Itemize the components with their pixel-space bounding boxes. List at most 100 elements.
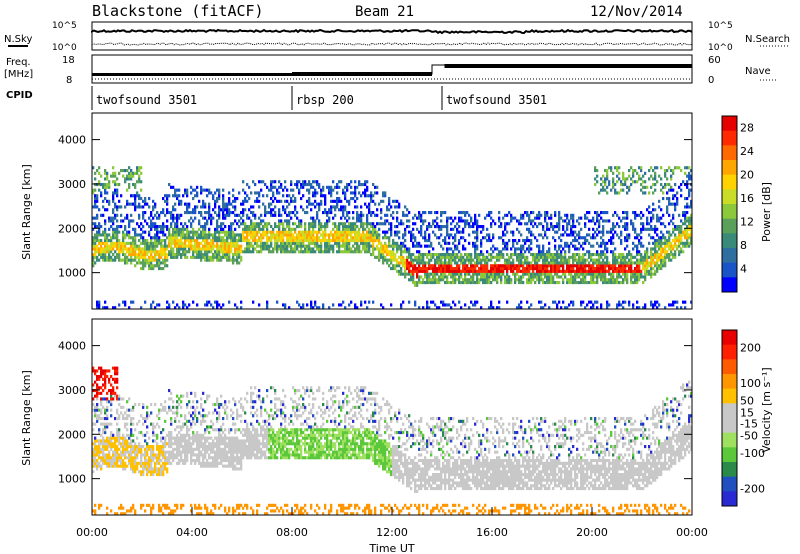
heatmap-cell xyxy=(116,236,119,240)
heatmap-cell xyxy=(160,241,163,245)
heatmap-cell xyxy=(100,239,103,243)
heatmap-cell xyxy=(382,258,385,262)
heatmap-cell xyxy=(136,261,139,265)
heatmap-cell xyxy=(104,169,107,173)
heatmap-cell xyxy=(344,250,347,254)
heatmap-cell xyxy=(204,253,207,257)
heatmap-cell xyxy=(200,213,203,217)
heatmap-cell xyxy=(414,303,417,307)
heatmap-cell xyxy=(440,264,443,268)
heatmap-cell xyxy=(506,261,509,265)
heatmap-cell xyxy=(240,258,243,262)
heatmap-cell xyxy=(344,236,347,240)
heatmap-cell xyxy=(548,264,551,268)
heatmap-cell xyxy=(384,258,387,262)
heatmap-cell xyxy=(686,183,689,187)
heatmap-cell xyxy=(358,216,361,220)
heatmap-cell xyxy=(174,236,177,240)
heatmap-cell xyxy=(658,244,661,248)
heatmap-cell xyxy=(346,247,349,251)
heatmap-cell xyxy=(152,255,155,259)
heatmap-cell xyxy=(226,236,229,240)
heatmap-cell xyxy=(398,272,401,276)
heatmap-cell xyxy=(138,194,141,198)
heatmap-cell xyxy=(94,250,97,254)
heatmap-cell xyxy=(268,236,271,240)
heatmap-cell xyxy=(630,272,633,276)
heatmap-cell xyxy=(354,241,357,245)
heatmap-cell xyxy=(230,236,233,240)
heatmap-cell xyxy=(682,300,685,304)
heatmap-cell xyxy=(278,213,281,217)
heatmap-cell xyxy=(668,239,671,243)
heatmap-cell xyxy=(602,211,605,215)
heatmap-cell xyxy=(292,222,295,226)
heatmap-cell xyxy=(216,250,219,254)
heatmap-cell xyxy=(208,208,211,212)
heatmap-cell xyxy=(606,219,609,223)
heatmap-cell xyxy=(226,230,229,234)
heatmap-cell xyxy=(652,191,655,195)
heatmap-cell xyxy=(458,241,461,245)
heatmap-cell xyxy=(112,197,115,201)
heatmap-cell xyxy=(306,183,309,187)
heatmap-cell xyxy=(420,230,423,234)
heatmap-cell xyxy=(554,247,557,251)
heatmap-cell xyxy=(386,261,389,265)
heatmap-cell xyxy=(214,227,217,231)
heatmap-cell xyxy=(260,236,263,240)
heatmap-cell xyxy=(94,503,97,507)
heatmap-cell xyxy=(444,253,447,257)
heatmap-cell xyxy=(432,255,435,259)
heatmap-cell xyxy=(584,222,587,226)
heatmap-cell xyxy=(652,241,655,245)
heatmap-cell xyxy=(592,303,595,307)
heatmap-cell xyxy=(468,258,471,262)
heatmap-cell xyxy=(444,267,447,271)
heatmap-cell xyxy=(280,230,283,234)
heatmap-cell xyxy=(572,261,575,265)
heatmap-cell xyxy=(470,255,473,259)
heatmap-cell xyxy=(654,208,657,212)
heatmap-cell xyxy=(102,185,105,189)
heatmap-cell xyxy=(454,255,457,259)
heatmap-cell xyxy=(586,264,589,268)
heatmap-cell xyxy=(498,258,501,262)
heatmap-cell xyxy=(138,233,141,237)
heatmap-cell xyxy=(526,258,529,262)
heatmap-cell xyxy=(434,253,437,257)
heatmap-cell xyxy=(636,236,639,240)
heatmap-cell xyxy=(504,225,507,229)
heatmap-cell xyxy=(314,230,317,234)
heatmap-cell xyxy=(458,272,461,276)
heatmap-cell xyxy=(340,230,343,234)
heatmap-cell xyxy=(348,250,351,254)
heatmap-cell xyxy=(96,250,99,254)
heatmap-cell xyxy=(190,241,193,245)
heatmap-cell xyxy=(134,247,137,251)
heatmap-cell xyxy=(218,216,221,220)
heatmap-cell xyxy=(392,264,395,268)
heatmap-cell xyxy=(418,253,421,257)
heatmap-cell xyxy=(232,236,235,240)
heatmap-cell xyxy=(472,241,475,245)
heatmap-cell xyxy=(490,253,493,257)
heatmap-cell xyxy=(680,236,683,240)
heatmap-cell xyxy=(296,216,299,220)
heatmap-cell xyxy=(636,278,639,282)
heatmap-cell xyxy=(380,241,383,245)
heatmap-cell xyxy=(528,239,531,243)
heatmap-cell xyxy=(614,247,617,251)
heatmap-cell xyxy=(458,219,461,223)
heatmap-cell xyxy=(342,225,345,229)
heatmap-cell xyxy=(278,233,281,237)
heatmap-cell xyxy=(178,230,181,234)
heatmap-cell xyxy=(472,222,475,226)
heatmap-cell xyxy=(348,244,351,248)
heatmap-cell xyxy=(558,261,561,265)
heatmap-cell xyxy=(244,222,247,226)
heatmap-cell xyxy=(110,509,113,513)
heatmap-cell xyxy=(618,269,621,273)
heatmap-cell xyxy=(594,275,597,279)
heatmap-cell xyxy=(476,272,479,276)
